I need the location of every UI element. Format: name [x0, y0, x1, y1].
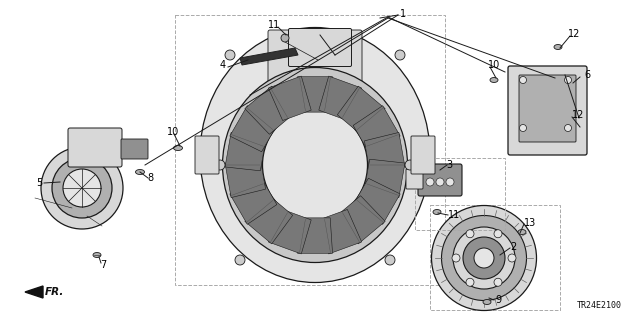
Circle shape [564, 77, 572, 84]
Circle shape [446, 178, 454, 186]
Ellipse shape [136, 169, 145, 174]
FancyBboxPatch shape [289, 28, 351, 66]
Text: 2: 2 [510, 242, 516, 252]
Text: 10: 10 [167, 127, 179, 137]
Circle shape [215, 160, 225, 170]
Text: 5: 5 [36, 178, 42, 188]
Ellipse shape [483, 300, 491, 305]
Text: 11: 11 [268, 20, 280, 30]
Ellipse shape [463, 237, 505, 279]
Circle shape [235, 255, 245, 265]
Polygon shape [245, 196, 292, 244]
Ellipse shape [490, 78, 498, 83]
FancyBboxPatch shape [508, 66, 587, 155]
Ellipse shape [431, 205, 536, 310]
Ellipse shape [223, 68, 408, 263]
Ellipse shape [173, 145, 182, 151]
Circle shape [225, 50, 235, 60]
Polygon shape [268, 210, 311, 254]
Circle shape [281, 34, 289, 42]
Ellipse shape [52, 158, 112, 218]
Ellipse shape [262, 110, 367, 220]
Polygon shape [230, 178, 277, 224]
Polygon shape [225, 159, 266, 197]
FancyBboxPatch shape [418, 164, 462, 196]
Text: 11: 11 [448, 210, 460, 220]
Ellipse shape [41, 147, 123, 229]
Text: 4: 4 [220, 60, 226, 70]
Polygon shape [298, 77, 333, 112]
Text: 12: 12 [568, 29, 580, 39]
FancyBboxPatch shape [121, 139, 148, 159]
Text: 7: 7 [100, 260, 106, 270]
Circle shape [310, 35, 320, 45]
FancyBboxPatch shape [519, 75, 576, 142]
FancyBboxPatch shape [411, 136, 435, 174]
Polygon shape [337, 86, 385, 134]
Text: 13: 13 [524, 218, 536, 228]
Ellipse shape [93, 253, 101, 257]
Bar [415, 158, 505, 230]
Polygon shape [268, 76, 311, 121]
Bar [175, 15, 445, 285]
Text: 12: 12 [572, 110, 584, 120]
Text: FR.: FR. [45, 287, 65, 297]
Circle shape [405, 160, 415, 170]
Circle shape [508, 254, 516, 262]
Polygon shape [225, 132, 266, 171]
Ellipse shape [200, 27, 430, 283]
Circle shape [520, 77, 527, 84]
Polygon shape [353, 178, 400, 224]
Polygon shape [364, 132, 405, 171]
Circle shape [466, 278, 474, 286]
Polygon shape [240, 48, 298, 65]
Circle shape [395, 50, 405, 60]
FancyBboxPatch shape [195, 136, 219, 174]
Polygon shape [364, 159, 405, 197]
Polygon shape [353, 106, 400, 152]
Text: 3: 3 [446, 160, 452, 170]
Circle shape [452, 254, 460, 262]
Circle shape [385, 255, 395, 265]
Circle shape [466, 230, 474, 238]
Polygon shape [230, 106, 277, 152]
Text: 10: 10 [488, 60, 500, 70]
Ellipse shape [63, 169, 101, 207]
Bar [430, 205, 560, 310]
Ellipse shape [518, 229, 526, 234]
FancyBboxPatch shape [268, 30, 362, 84]
Text: TR24E2100: TR24E2100 [577, 301, 622, 310]
Text: 1: 1 [400, 9, 406, 19]
Polygon shape [298, 218, 333, 253]
Ellipse shape [453, 227, 515, 289]
Text: 6: 6 [584, 70, 590, 80]
Circle shape [426, 178, 434, 186]
Text: 8: 8 [147, 173, 153, 183]
Circle shape [494, 278, 502, 286]
Circle shape [494, 230, 502, 238]
Ellipse shape [433, 210, 441, 214]
Polygon shape [319, 76, 362, 121]
Polygon shape [337, 196, 385, 244]
FancyBboxPatch shape [68, 128, 122, 167]
Text: 9: 9 [495, 295, 501, 305]
Ellipse shape [241, 87, 389, 242]
Circle shape [520, 124, 527, 131]
Polygon shape [319, 210, 362, 254]
Circle shape [436, 178, 444, 186]
Polygon shape [245, 86, 292, 134]
Polygon shape [25, 286, 43, 298]
FancyBboxPatch shape [406, 169, 423, 189]
Ellipse shape [554, 44, 562, 49]
Ellipse shape [442, 216, 527, 300]
Ellipse shape [474, 248, 494, 268]
Circle shape [564, 124, 572, 131]
